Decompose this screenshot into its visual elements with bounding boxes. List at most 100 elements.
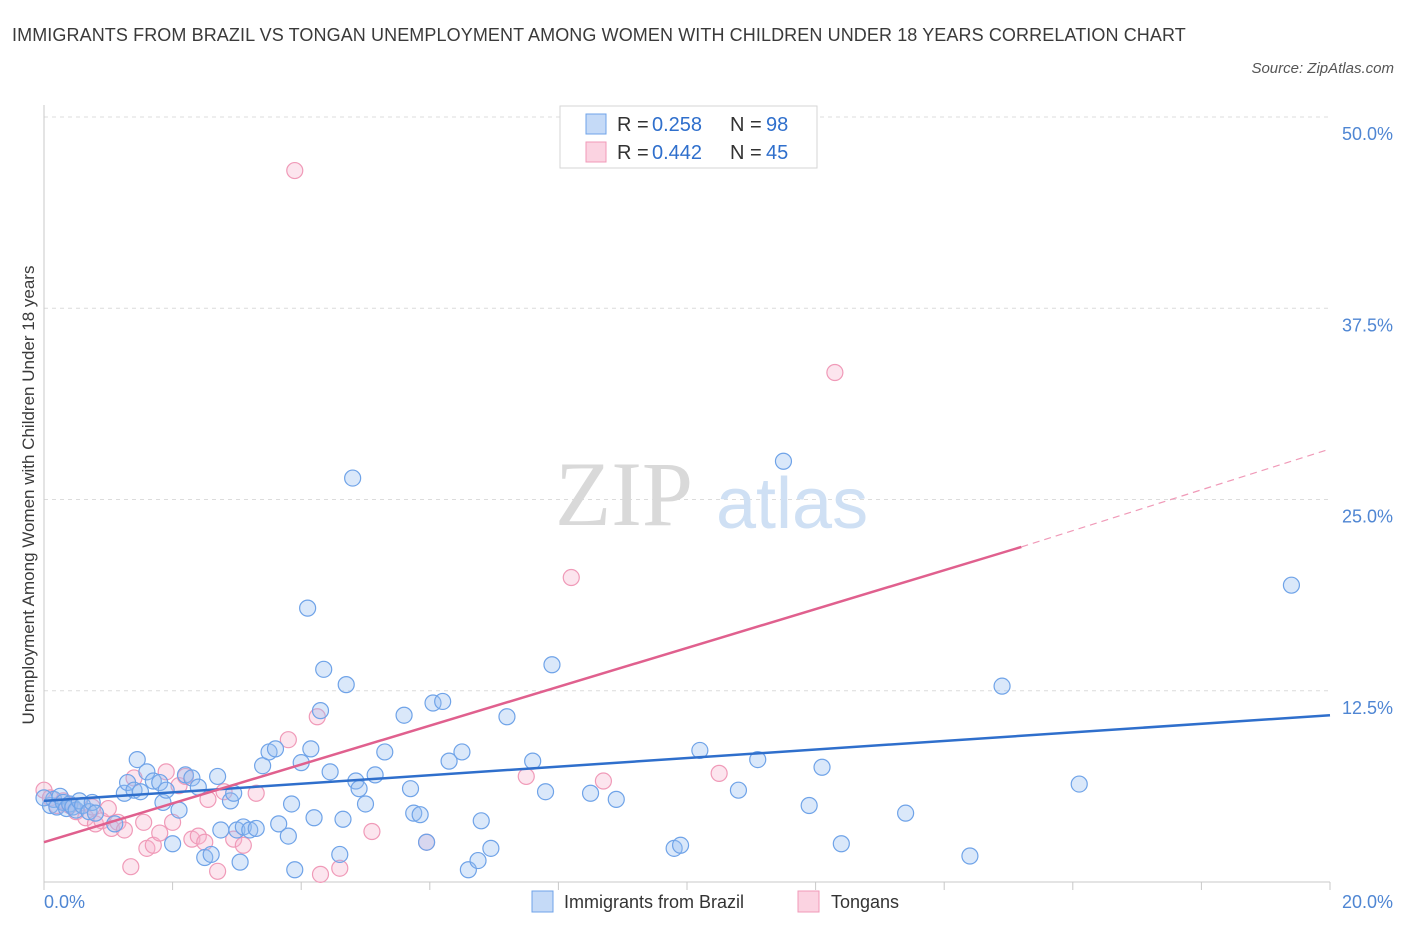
brazil-point <box>311 702 330 720</box>
y-tick-label: 12.5% <box>1342 698 1393 718</box>
tongan-point <box>225 830 243 848</box>
brazil-point <box>302 740 320 758</box>
brazil-point <box>1070 775 1088 793</box>
brazil-point <box>376 743 394 761</box>
legend-swatch-brazil <box>531 890 554 913</box>
brazil-point <box>334 810 352 828</box>
brazil-point <box>417 833 436 851</box>
chart-title: IMMIGRANTS FROM BRAZIL VS TONGAN UNEMPLO… <box>12 25 1186 45</box>
brazil-point <box>157 781 175 799</box>
brazil-point <box>961 847 979 865</box>
stats-legend: R = 0.258 N = 98 R = 0.442 N = 45 <box>559 105 818 169</box>
tongan-point <box>279 731 297 749</box>
legend-label-tongan: Tongans <box>831 892 899 912</box>
brazil-point <box>774 452 793 470</box>
series-legend: Immigrants from Brazil Tongans <box>531 890 899 913</box>
tongan-point <box>234 836 252 854</box>
brazil-point <box>350 780 368 798</box>
brazil-point <box>282 795 301 813</box>
brazil-point <box>800 796 818 815</box>
brazil-r-value: 0.258 <box>652 114 702 136</box>
brazil-point <box>315 660 333 678</box>
brazil-point <box>337 676 355 694</box>
brazil-n-value: 98 <box>766 114 788 136</box>
brazil-point <box>401 780 420 798</box>
tongan-point <box>594 772 613 790</box>
brazil-point <box>80 803 98 821</box>
x-tick-labels: 0.0% 20.0% <box>44 892 1393 912</box>
brazil-point <box>70 792 88 810</box>
brazil-n-label: N = <box>730 114 762 136</box>
tongan-trend-extension <box>1021 448 1331 548</box>
watermark-zip: ZIP <box>555 443 693 545</box>
brazil-point <box>286 861 304 879</box>
legend-label-brazil: Immigrants from Brazil <box>564 892 744 912</box>
brazil-point <box>440 752 458 770</box>
brazil-point <box>671 836 690 854</box>
brazil-trend-line <box>43 713 1331 803</box>
brazil-point <box>729 781 748 799</box>
brazil-point <box>254 757 272 775</box>
tongan-point <box>151 824 169 842</box>
brazil-point <box>543 656 561 674</box>
brazil-point <box>170 801 188 819</box>
brazil-swatch <box>585 113 607 135</box>
tongan-point <box>122 858 140 876</box>
source-label: Source: ZipAtlas.com <box>1251 60 1394 77</box>
tongan-point <box>170 777 188 795</box>
y-tick-label: 37.5% <box>1342 315 1393 335</box>
brazil-point <box>266 740 285 758</box>
brazil-point <box>128 750 146 769</box>
x-ticks <box>43 882 1331 890</box>
watermark-atlas: atlas <box>716 464 868 544</box>
y-axis-label: Unemployment Among Women with Children U… <box>19 266 38 725</box>
brazil-point <box>270 815 288 833</box>
tongan-point <box>157 763 175 781</box>
brazil-point <box>749 750 767 769</box>
y-tick-label: 25.0% <box>1342 507 1393 527</box>
brazil-point <box>469 851 487 870</box>
tongan-point <box>363 822 381 841</box>
brazil-point <box>144 772 162 790</box>
y-tick-label: 50.0% <box>1342 124 1393 144</box>
brazil-points <box>35 452 1301 879</box>
brazil-point <box>453 743 471 761</box>
brazil-point <box>241 821 259 839</box>
brazil-point <box>607 790 625 808</box>
brazil-point <box>832 835 850 853</box>
brazil-point <box>434 692 452 711</box>
brazil-point <box>209 767 227 786</box>
brazil-point <box>212 821 230 839</box>
tongan-n-value: 45 <box>766 142 788 164</box>
brazil-r-label: R = <box>617 114 649 136</box>
brazil-point <box>164 835 182 853</box>
brazil-point <box>231 853 249 871</box>
tongan-n-label: N = <box>730 142 762 164</box>
tongan-point <box>247 784 265 802</box>
grid-lines <box>44 116 1330 692</box>
brazil-point <box>498 708 516 726</box>
tongan-point <box>286 161 304 180</box>
brazil-point <box>331 845 349 864</box>
brazil-point <box>35 789 53 807</box>
tongan-point <box>115 821 133 839</box>
brazil-point <box>366 766 384 784</box>
tongan-point <box>562 568 580 587</box>
brazil-point <box>183 769 201 787</box>
x-tick-label-min: 0.0% <box>44 892 85 912</box>
tongan-point <box>517 767 535 786</box>
brazil-point <box>247 819 265 838</box>
brazil-point <box>344 469 362 487</box>
brazil-point <box>138 763 156 781</box>
tongan-point <box>311 865 330 883</box>
brazil-point <box>472 812 490 830</box>
tongan-point <box>102 819 121 838</box>
tongan-point <box>331 859 349 877</box>
brazil-point <box>993 677 1011 695</box>
tongan-point <box>189 827 207 845</box>
brazil-point <box>356 795 375 813</box>
tongan-trend-line <box>43 545 1022 844</box>
tongan-point <box>209 862 227 880</box>
brazil-point <box>202 845 220 864</box>
